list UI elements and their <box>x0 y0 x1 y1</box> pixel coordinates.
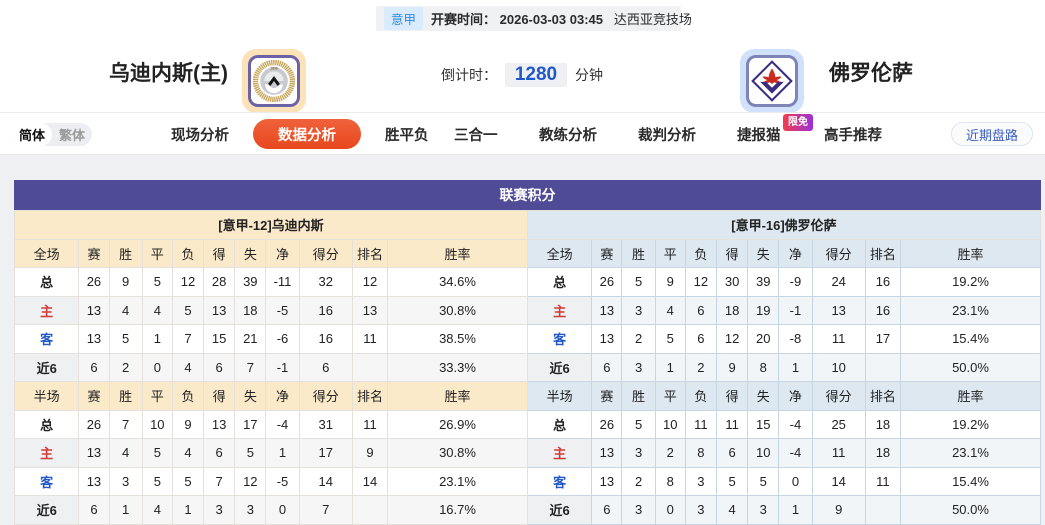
svg-text:1896: 1896 <box>270 67 278 71</box>
